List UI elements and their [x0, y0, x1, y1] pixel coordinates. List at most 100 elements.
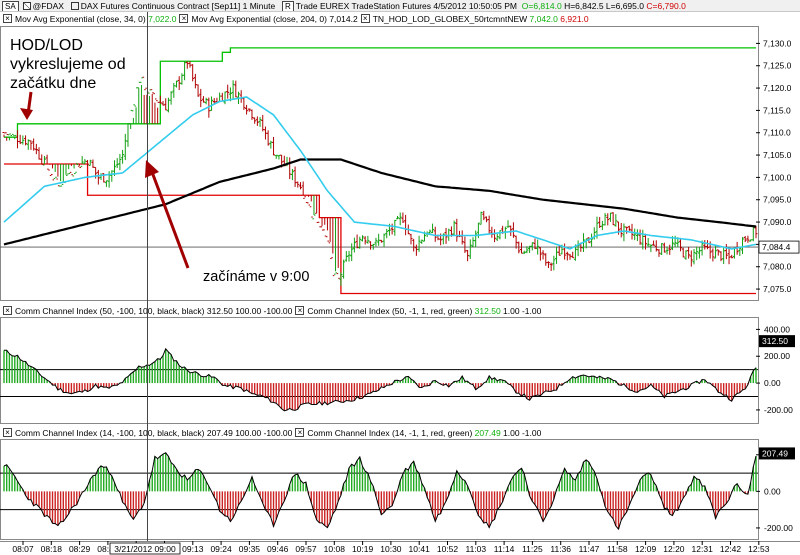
- price-bar: [169, 91, 173, 105]
- price-bar: [689, 250, 693, 267]
- price-bar: [331, 217, 335, 277]
- price-bar: [220, 92, 224, 102]
- price-bar: [355, 234, 359, 249]
- price-bar: [552, 255, 556, 271]
- time-axis-label: 10:19: [352, 544, 374, 554]
- price-bar: [520, 242, 524, 254]
- price-bar: [695, 246, 699, 261]
- price-bar: [239, 90, 243, 103]
- price-bar: [705, 240, 709, 250]
- time-axis-label: 12:42: [720, 544, 742, 554]
- close-icon[interactable]: ×: [295, 428, 305, 437]
- price-bar: [431, 223, 435, 234]
- low-value: L=6,695.0: [605, 1, 644, 11]
- price-bar: [72, 164, 76, 177]
- price-bar: [69, 164, 73, 176]
- price-bar: [34, 143, 38, 155]
- price-bar: [347, 250, 351, 262]
- price-bar: [158, 95, 162, 104]
- price-bar: [307, 195, 311, 206]
- cci-line: [3, 452, 757, 531]
- price-bar: [298, 182, 302, 190]
- cursor-time-label: 3/21/2012 09:00: [114, 544, 176, 554]
- price-bar: [293, 166, 297, 187]
- price-bar: [404, 214, 408, 236]
- close-icon[interactable]: ×: [3, 428, 12, 437]
- price-bar: [153, 93, 157, 124]
- price-bar: [137, 81, 141, 124]
- cci14-b-rest: 1.00 -1.00: [503, 428, 542, 438]
- price-bar: [420, 239, 424, 244]
- price-bar: [242, 97, 246, 110]
- hodlod-label: TN_HOD_LOD_GLOBEX_50rtcmntNEW: [372, 14, 528, 24]
- price-bar: [96, 169, 100, 185]
- price-bar: [121, 150, 125, 164]
- price-bar: [199, 88, 203, 108]
- price-bar: [29, 140, 33, 150]
- time-axis-label: 09:57: [295, 544, 317, 554]
- time-axis-label: 08:29: [69, 544, 91, 554]
- price-bar: [339, 272, 343, 286]
- price-bar: [541, 250, 545, 260]
- price-bar: [514, 235, 518, 249]
- price-bar: [379, 239, 383, 243]
- price-bar: [714, 245, 718, 259]
- price-bar: [703, 240, 707, 250]
- price-bar: [188, 61, 192, 68]
- price-bar: [466, 249, 470, 262]
- price-bar: [269, 140, 273, 149]
- price-bar: [21, 135, 25, 145]
- price-bar: [606, 213, 610, 226]
- arrow-hodlod: [20, 91, 33, 120]
- data-info: Trade EUREX TradeStation Futures 4/5/201…: [295, 1, 518, 11]
- cci50-a-label: Comm Channel Index (50, -100, 100, black…: [15, 306, 205, 316]
- price-bar: [633, 228, 637, 241]
- close-icon[interactable]: ×: [295, 306, 305, 315]
- close-icon[interactable]: ×: [3, 14, 12, 23]
- price-bar: [538, 247, 542, 261]
- price-bar: [139, 77, 143, 124]
- price-bar: [409, 233, 413, 245]
- window-menu-button[interactable]: SA: [2, 1, 19, 11]
- close-icon[interactable]: ×: [3, 306, 12, 315]
- contract-description: DAX Futures Continuous Contract [Sep11] …: [80, 1, 276, 11]
- price-bar: [455, 218, 459, 242]
- annotation-line: vykreslujeme od: [10, 56, 126, 73]
- price-bar: [471, 237, 475, 248]
- price-axis-label: 7,115.0: [763, 105, 791, 115]
- price-bar: [536, 239, 540, 255]
- cci-axis-label: 0.00: [764, 486, 781, 496]
- price-bar: [522, 250, 526, 255]
- price-bar: [463, 236, 467, 253]
- price-bar: [727, 248, 731, 265]
- time-axis-label: 10:08: [324, 544, 346, 554]
- price-bar: [83, 159, 87, 165]
- price-bar: [18, 134, 22, 145]
- price-bar: [654, 240, 658, 252]
- cci14-b-value: 207.49: [474, 428, 501, 438]
- time-axis-label: 09:35: [239, 544, 261, 554]
- close-icon[interactable]: ×: [179, 14, 189, 23]
- price-bar: [687, 246, 691, 259]
- price-bar: [555, 246, 559, 264]
- price-bar: [51, 164, 55, 181]
- annotation-line: začátku dne: [10, 75, 97, 92]
- price-bar: [358, 236, 362, 249]
- price-bar: [619, 222, 623, 238]
- price-bar: [460, 230, 464, 245]
- price-bar: [86, 159, 90, 167]
- price-bar: [382, 233, 386, 247]
- close-icon[interactable]: ×: [360, 14, 370, 23]
- time-axis-label: 11:36: [550, 544, 571, 554]
- price-bar: [681, 247, 685, 258]
- price-bar: [468, 239, 472, 259]
- price-bar: [490, 226, 494, 238]
- chart-icon: [22, 2, 31, 10]
- price-bar: [301, 181, 305, 199]
- price-bar: [77, 164, 81, 169]
- refresh-button[interactable]: R: [281, 1, 294, 11]
- lod-value: 6,921.0: [560, 14, 589, 24]
- cci-axis-label: 400.00: [764, 324, 790, 334]
- price-bar: [88, 159, 92, 167]
- price-bar: [263, 126, 267, 140]
